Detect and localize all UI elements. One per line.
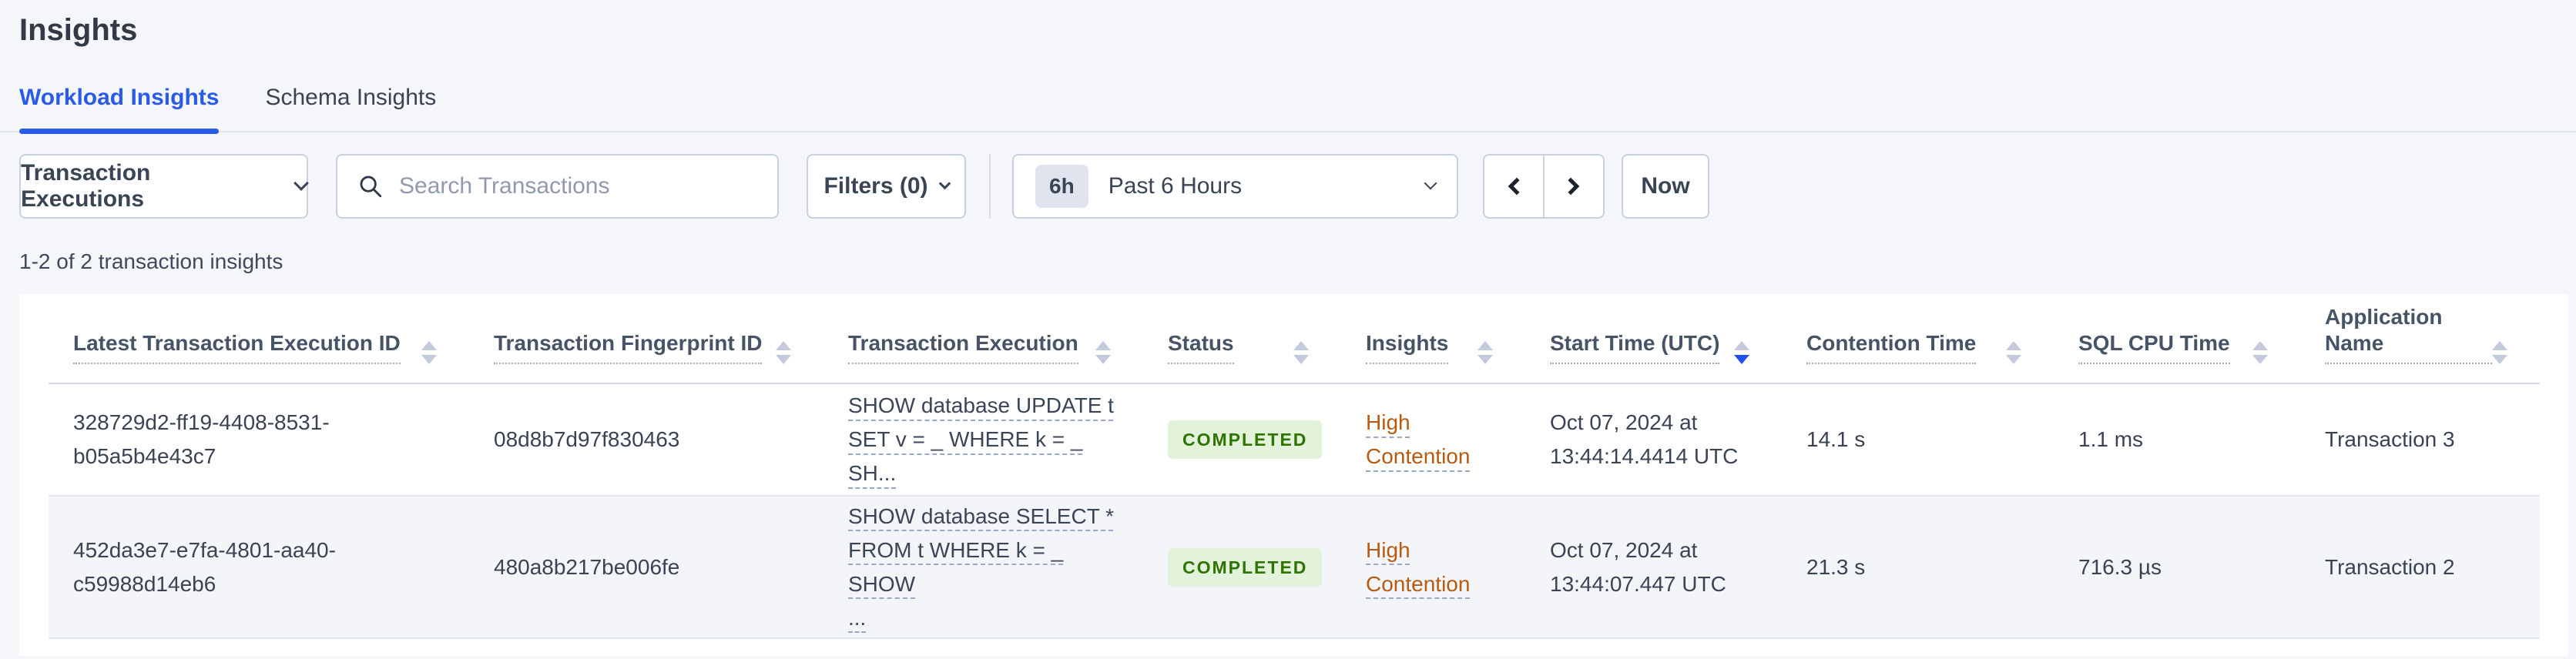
sort-icon[interactable] xyxy=(2252,341,2268,364)
insights-table-card: Latest Transaction Execution ID Transact… xyxy=(19,294,2568,656)
col-header-application-name[interactable]: Application Name xyxy=(2300,304,2540,383)
tab-bar: Workload Insights Schema Insights xyxy=(0,83,2576,134)
col-header-status[interactable]: Status xyxy=(1143,330,1341,383)
table-header-row: Latest Transaction Execution ID Transact… xyxy=(49,294,2540,384)
table-row: 328729d2-ff19-4408-8531-b05a5b4e43c7 08d… xyxy=(49,384,2540,497)
col-header-sql-cpu-time[interactable]: SQL CPU Time xyxy=(2054,330,2300,383)
time-range-picker[interactable]: 6h Past 6 Hours xyxy=(1012,154,1458,219)
chevron-down-icon xyxy=(938,177,951,189)
tab-workload-insights[interactable]: Workload Insights xyxy=(19,83,220,134)
cell-fingerprint-id: 08d8b7d97f830463 xyxy=(494,427,680,451)
transaction-execution-link[interactable]: SHOW database SELECT * FROM t WHERE k = … xyxy=(848,503,1114,630)
previous-time-button[interactable] xyxy=(1483,154,1545,219)
now-button[interactable]: Now xyxy=(1622,154,1709,219)
sort-icon[interactable] xyxy=(2492,341,2507,364)
sort-icon[interactable] xyxy=(421,341,437,364)
time-pager xyxy=(1483,154,1605,219)
page-title: Insights xyxy=(19,13,138,47)
col-header-fingerprint-id[interactable]: Transaction Fingerprint ID xyxy=(469,330,823,383)
cell-start-time: Oct 07, 2024 at 13:44:07.447 UTC xyxy=(1550,537,1726,596)
sort-icon[interactable] xyxy=(1478,341,1493,364)
search-box xyxy=(336,154,779,219)
col-header-start-time[interactable]: Start Time (UTC) xyxy=(1525,330,1782,383)
now-label: Now xyxy=(1641,173,1690,199)
chevron-down-icon xyxy=(1424,176,1437,190)
cell-sql-cpu-time: 1.1 ms xyxy=(2078,427,2144,451)
filters-button[interactable]: Filters (0) xyxy=(807,154,966,219)
status-badge: COMPLETED xyxy=(1168,420,1323,459)
search-icon xyxy=(360,176,382,198)
insight-link[interactable]: High Contention xyxy=(1366,537,1471,596)
col-header-contention-time[interactable]: Contention Time xyxy=(1782,330,2054,383)
insight-link[interactable]: High Contention xyxy=(1366,410,1471,468)
sort-icon[interactable] xyxy=(2006,341,2021,364)
next-time-button[interactable] xyxy=(1543,154,1605,219)
cell-application-name: Transaction 3 xyxy=(2325,427,2455,451)
result-count: 1-2 of 2 transaction insights xyxy=(19,249,283,273)
cell-contention-time: 14.1 s xyxy=(1806,427,1866,451)
col-header-latest-execution-id[interactable]: Latest Transaction Execution ID xyxy=(49,330,469,383)
time-range-badge: 6h xyxy=(1035,165,1088,208)
table-row: 452da3e7-e7fa-4801-aa40-c59988d14eb6 480… xyxy=(49,497,2540,639)
col-header-insights[interactable]: Insights xyxy=(1341,330,1525,383)
sort-icon[interactable] xyxy=(1293,341,1309,364)
sort-icon-active-desc[interactable] xyxy=(1734,341,1749,364)
chevron-down-icon xyxy=(293,176,309,191)
controls-toolbar: Transaction Executions Filters (0) 6h Pa… xyxy=(19,154,2576,219)
insights-table: Latest Transaction Execution ID Transact… xyxy=(49,294,2540,639)
filters-label: Filters (0) xyxy=(823,173,928,199)
chevron-right-icon xyxy=(1561,177,1580,196)
divider xyxy=(989,154,991,219)
execution-type-label: Transaction Executions xyxy=(21,160,151,212)
transaction-execution-link[interactable]: SHOW database UPDATE t SET v = _ WHERE k… xyxy=(848,393,1114,485)
sort-icon[interactable] xyxy=(1095,341,1111,364)
status-badge: COMPLETED xyxy=(1168,547,1323,587)
col-header-transaction-execution[interactable]: Transaction Execution xyxy=(823,330,1143,383)
time-range-label: Past 6 Hours xyxy=(1108,173,1243,199)
cell-contention-time: 21.3 s xyxy=(1806,554,1866,579)
execution-type-dropdown[interactable]: Transaction Executions xyxy=(19,154,309,219)
cell-sql-cpu-time: 716.3 µs xyxy=(2078,554,2162,579)
cell-fingerprint-id: 480a8b217be006fe xyxy=(494,554,680,579)
tab-schema-insights[interactable]: Schema Insights xyxy=(265,85,437,110)
cell-application-name: Transaction 2 xyxy=(2325,554,2455,579)
sort-icon[interactable] xyxy=(776,341,791,364)
cell-execution-id: 452da3e7-e7fa-4801-aa40-c59988d14eb6 xyxy=(73,537,336,596)
cell-execution-id: 328729d2-ff19-4408-8531-b05a5b4e43c7 xyxy=(73,410,330,468)
cell-start-time: Oct 07, 2024 at 13:44:14.4414 UTC xyxy=(1550,410,1739,468)
search-input[interactable] xyxy=(399,173,757,199)
chevron-left-icon xyxy=(1508,177,1526,196)
